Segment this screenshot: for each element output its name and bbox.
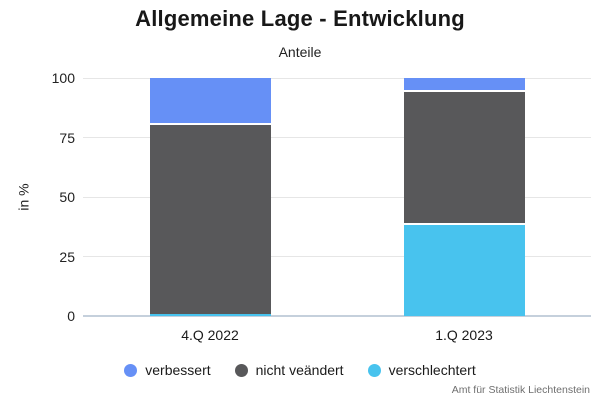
bar-segment-verbessert [149, 78, 271, 124]
chart-subtitle: Anteile [278, 44, 322, 60]
y-tick-label: 0 [67, 308, 75, 324]
bar-segment-nicht-veändert [403, 89, 525, 224]
source-note: Amt für Statistik Liechtenstein [451, 384, 590, 396]
x-axis-zero-line [83, 315, 591, 317]
legend-item-nicht-veändert[interactable]: nicht veändert [234, 362, 344, 378]
y-tick-label: 75 [59, 129, 75, 146]
legend-swatch-icon [234, 363, 248, 377]
chart-title: Allgemeine Lage - Entwicklung [135, 6, 465, 31]
bar-segment-verbessert [403, 78, 525, 90]
bar-segment-verschlechtert [149, 313, 271, 316]
bar-segment-nicht-veändert [149, 123, 271, 314]
legend-swatch-icon [124, 363, 138, 377]
plot-area: in % 0 25 50 75 100 4.Q 2022 1.Q 2023 [16, 70, 591, 343]
bar-segment-verschlechtert [403, 223, 525, 316]
gridline [83, 256, 591, 257]
y-tick-label: 100 [51, 70, 75, 86]
legend-item-verbessert[interactable]: verbessert [124, 362, 211, 378]
legend-label: verschlechtert [388, 362, 476, 378]
gridline [83, 77, 591, 79]
x-tick-label: 4.Q 2022 [181, 327, 239, 343]
y-tick-label: 25 [59, 248, 75, 265]
bar-1.Q-2023 [403, 78, 525, 316]
y-tick-label: 50 [59, 189, 75, 205]
x-tick-label: 1.Q 2023 [435, 327, 493, 343]
gridline [83, 196, 591, 198]
legend-label: verbessert [145, 362, 211, 378]
legend-swatch-icon [367, 363, 381, 377]
legend-label: nicht veändert [255, 362, 344, 378]
bar-4.Q-2022 [149, 78, 271, 316]
gridline [83, 137, 591, 138]
legend-item-verschlechtert[interactable]: verschlechtert [367, 362, 476, 378]
legend: verbessert nicht veändert verschlechtert [0, 362, 600, 378]
